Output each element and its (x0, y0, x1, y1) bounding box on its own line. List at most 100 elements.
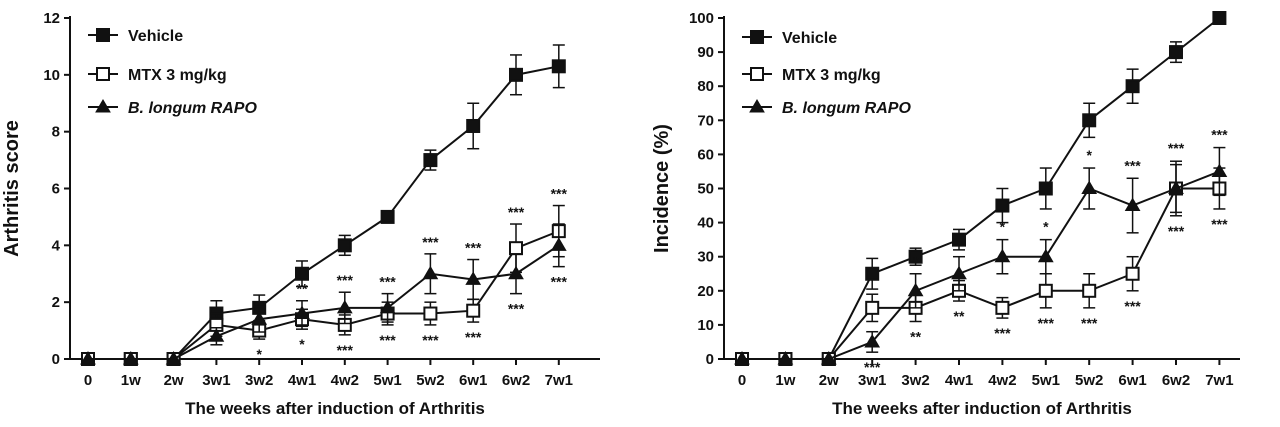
data-point (466, 303, 481, 318)
significance-above: ** (297, 281, 308, 297)
y-tick-label: 2 (52, 294, 60, 311)
data-point (509, 241, 523, 256)
legend-marker (750, 30, 764, 44)
data-point (734, 351, 750, 365)
data-point (208, 328, 225, 342)
data-point (80, 351, 96, 365)
data-point (165, 351, 182, 365)
significance-below: *** (465, 329, 482, 345)
y-tick-label: 70 (697, 112, 714, 129)
significance-below: *** (1168, 223, 1185, 239)
legend-marker (95, 99, 111, 113)
x-tick-label: 3w1 (202, 372, 230, 389)
significance-below: *** (1124, 298, 1141, 314)
significance-below: *** (864, 359, 881, 375)
significance-below: *** (1038, 315, 1055, 331)
legend-label: MTX 3 mg/kg (782, 67, 881, 84)
significance-above: *** (551, 186, 568, 202)
x-axis-title: The weeks after induction of Arthritis (185, 399, 485, 418)
significance-above: *** (1168, 140, 1185, 156)
data-point (379, 299, 396, 314)
significance-below: *** (379, 332, 396, 348)
x-tick-label: 6w2 (502, 372, 530, 389)
significance-above: *** (422, 234, 439, 250)
x-tick-label: 5w2 (1075, 372, 1103, 389)
y-tick-label: 0 (52, 351, 60, 368)
x-tick-label: 3w2 (901, 372, 929, 389)
data-point (777, 351, 794, 365)
y-tick-label: 4 (52, 237, 61, 254)
legend-marker (96, 28, 110, 42)
x-tick-label: 3w2 (245, 372, 273, 389)
data-point (380, 209, 395, 224)
x-tick-label: 6w2 (1162, 372, 1190, 389)
x-tick-label: 4w2 (988, 372, 1016, 389)
x-tick-label: 2w (164, 372, 184, 389)
x-tick-label: 2w (819, 372, 839, 389)
data-point (1125, 79, 1140, 94)
x-tick-label: 1w (775, 372, 795, 389)
x-tick-label: 5w1 (1032, 372, 1060, 389)
y-tick-label: 40 (697, 215, 714, 232)
x-tick-label: 4w1 (288, 372, 316, 389)
x-tick-label: 0 (738, 372, 746, 389)
data-point (951, 265, 967, 280)
data-point (865, 300, 880, 315)
series-line (742, 170, 1220, 360)
data-point (423, 306, 438, 321)
legend-marker (750, 67, 764, 81)
data-point (1212, 11, 1227, 25)
significance-below: *** (508, 301, 525, 317)
y-tick-label: 60 (697, 146, 714, 163)
data-point (551, 59, 566, 74)
data-point (1082, 283, 1097, 298)
significance-above: *** (465, 240, 482, 256)
significance-above: * (1043, 219, 1049, 235)
y-tick-label: 10 (43, 67, 60, 84)
series-line (88, 230, 560, 360)
x-tick-label: 7w1 (1205, 372, 1233, 389)
significance-below: * (256, 346, 262, 362)
significance-below: *** (551, 274, 568, 290)
data-point (865, 266, 880, 281)
significance-above: * (1000, 219, 1006, 235)
legend-marker (96, 67, 110, 81)
data-point (864, 333, 881, 348)
arthritis-score-chart: 0 2 4 6 8 10 12 0 1w 2w 3w1 3w2 4w1 4w2 5w1 5w2 6w1 6w2 7w… (1, 10, 600, 418)
data-point (1038, 283, 1053, 298)
data-point (1081, 180, 1098, 194)
data-point (907, 282, 924, 297)
data-point (1082, 113, 1097, 128)
legend-label: Vehicle (128, 28, 183, 45)
x-tick-label: 3w1 (858, 372, 886, 389)
x-tick-label: 0 (84, 372, 92, 389)
y-tick-label: 80 (697, 78, 714, 95)
y-tick-label: 100 (689, 10, 714, 27)
y-tick-label: 8 (52, 124, 60, 141)
data-point (1038, 181, 1053, 196)
data-point (995, 300, 1010, 315)
significance-below: *** (1211, 216, 1228, 232)
data-point (995, 198, 1010, 213)
x-tick-label: 4w1 (945, 372, 973, 389)
y-tick-label: 12 (43, 10, 60, 27)
y-tick-label: 6 (52, 181, 60, 198)
x-axis-title: The weeks after induction of Arthritis (832, 399, 1132, 418)
data-point (294, 305, 310, 320)
significance-below: *** (337, 342, 354, 358)
data-point (1124, 197, 1141, 212)
y-tick-label: 20 (697, 283, 714, 300)
data-point (994, 248, 1011, 263)
significance-above: *** (1211, 127, 1228, 143)
legend-label: B. longum RAPO (782, 100, 911, 117)
x-tick-label: 4w2 (331, 372, 359, 389)
y-tick-label: 10 (697, 317, 714, 334)
x-tick-label: 7w1 (545, 372, 573, 389)
data-point (1169, 45, 1183, 60)
significance-above: * (1086, 147, 1092, 163)
data-point (251, 311, 268, 325)
data-point (1211, 163, 1228, 177)
series-line (742, 187, 1220, 360)
data-point (422, 265, 439, 280)
